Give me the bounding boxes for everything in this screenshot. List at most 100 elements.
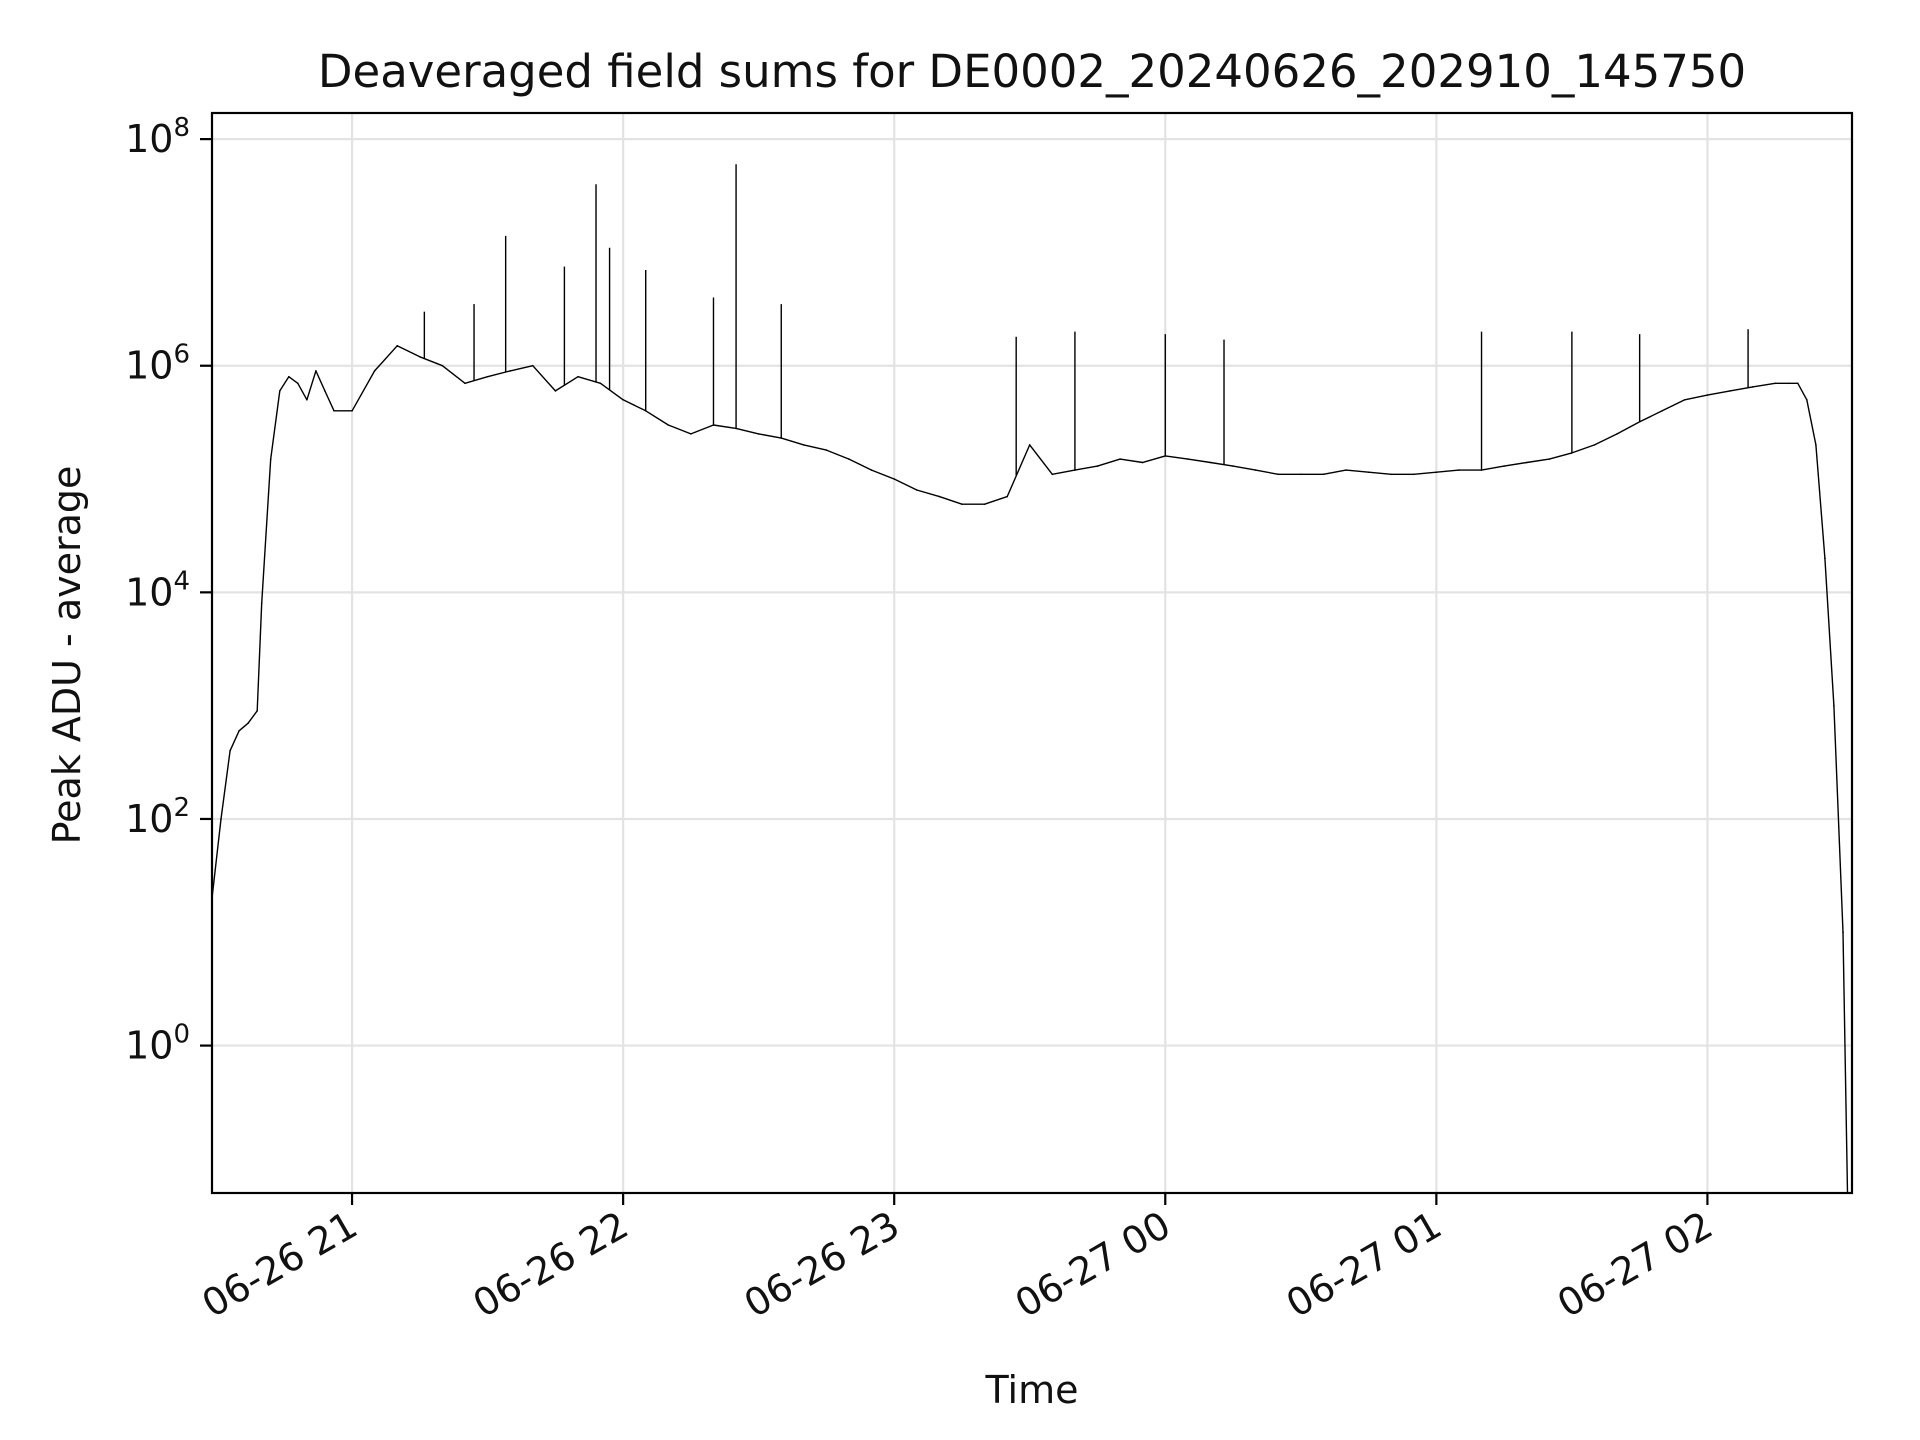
- y-tick-label: 108: [125, 113, 190, 161]
- data-point: [554, 390, 557, 392]
- data-point: [1367, 471, 1370, 474]
- data-point: [1209, 461, 1212, 464]
- y-tick-base: 10: [125, 1024, 173, 1068]
- data-point: [351, 410, 353, 412]
- y-tick-base: 10: [125, 117, 173, 161]
- x-tick-label: 06-26 22: [466, 1203, 636, 1327]
- data-point: [1706, 394, 1709, 396]
- data-point: [509, 370, 512, 372]
- y-tick-exponent: 4: [173, 566, 190, 596]
- data-point: [622, 399, 624, 401]
- data-point: [1413, 473, 1415, 476]
- data-point: [373, 370, 376, 372]
- data-point: [324, 390, 326, 392]
- data-point: [1345, 469, 1347, 471]
- data-point: [599, 382, 602, 385]
- y-tick-exponent: 2: [173, 793, 190, 823]
- plot-frame: [210, 111, 1854, 1195]
- data-point: [1787, 382, 1790, 385]
- data-point: [396, 345, 399, 347]
- data-point: [1525, 461, 1528, 464]
- data-point: [532, 364, 534, 367]
- data-point: [441, 364, 444, 367]
- x-tick-label: 06-26 23: [737, 1203, 907, 1327]
- data-point: [260, 602, 263, 605]
- data-point: [1503, 465, 1505, 467]
- data-point: [1797, 382, 1799, 385]
- y-tick-exponent: 8: [173, 113, 190, 143]
- data-point: [1833, 704, 1835, 707]
- data-point: [1729, 390, 1731, 392]
- data-point: [1435, 471, 1438, 474]
- data-point: [1051, 473, 1054, 476]
- data-point: [247, 722, 249, 724]
- x-tick-label: 06-27 02: [1550, 1203, 1720, 1327]
- data-point: [1390, 473, 1392, 476]
- x-axis-label: Time: [985, 1368, 1079, 1412]
- y-tick-label: 104: [125, 566, 190, 614]
- data-point: [1824, 557, 1826, 559]
- data-point: [464, 382, 466, 385]
- data-point: [1593, 444, 1596, 446]
- y-tick-base: 10: [125, 570, 173, 614]
- grid: [212, 113, 1852, 1193]
- data-point: [983, 503, 986, 506]
- y-axis-label: Peak ADU - average: [45, 466, 89, 845]
- data-point: [848, 458, 850, 460]
- y-tick-label: 100: [125, 1020, 190, 1068]
- data-point: [1232, 465, 1234, 467]
- data-point: [1141, 461, 1144, 464]
- data-point: [1661, 410, 1663, 412]
- data-point: [297, 382, 299, 385]
- data-point: [288, 375, 290, 378]
- data-point: [1842, 931, 1844, 934]
- y-tick-base: 10: [125, 344, 173, 388]
- data-point: [1119, 458, 1121, 460]
- y-tick-label: 102: [125, 793, 190, 841]
- data-point: [1254, 469, 1257, 471]
- data-point: [916, 489, 918, 491]
- data-point: [279, 390, 281, 392]
- series-line: [211, 345, 1849, 1194]
- data-point: [1458, 469, 1460, 471]
- x-axis: 06-26 21 06-26 22 06-26 23 06-27 00 06-27 01…: [195, 1193, 1720, 1326]
- chart-title: Deaveraged field sums for DE0002_2024062…: [318, 45, 1746, 98]
- y-tick-label: 106: [125, 340, 190, 388]
- data-point: [1187, 458, 1189, 460]
- data-point: [1322, 473, 1325, 476]
- data-point: [1806, 399, 1808, 401]
- y-tick-base: 10: [125, 797, 173, 841]
- data-point: [269, 458, 272, 460]
- data-point: [1277, 473, 1279, 476]
- data-point: [333, 410, 335, 412]
- x-tick-label: 06-27 00: [1008, 1203, 1178, 1327]
- data-point: [315, 370, 317, 372]
- data-point: [1774, 382, 1776, 385]
- data-point: [1684, 399, 1686, 401]
- data-point: [1751, 386, 1754, 388]
- data-point: [803, 444, 805, 446]
- data-point: [1548, 458, 1551, 460]
- data-point: [1096, 465, 1099, 467]
- data-point: [825, 449, 828, 451]
- y-tick-exponent: 6: [173, 340, 190, 370]
- data-point: [229, 749, 231, 752]
- data-point: [1300, 473, 1302, 476]
- data-point: [1616, 433, 1618, 435]
- data-point: [577, 375, 579, 378]
- data-point: [486, 375, 489, 378]
- data-point: [1006, 495, 1008, 498]
- data-point: [757, 433, 760, 435]
- data-point: [870, 469, 873, 471]
- data-point: [220, 818, 222, 820]
- data-point: [961, 503, 963, 506]
- data-point: [238, 730, 240, 732]
- data-point: [419, 356, 421, 358]
- x-tick-label: 06-26 21: [195, 1203, 365, 1327]
- data-point: [1815, 444, 1817, 446]
- data-point: [1028, 444, 1031, 446]
- data-point: [306, 399, 308, 401]
- x-tick-label: 06-27 01: [1279, 1203, 1449, 1327]
